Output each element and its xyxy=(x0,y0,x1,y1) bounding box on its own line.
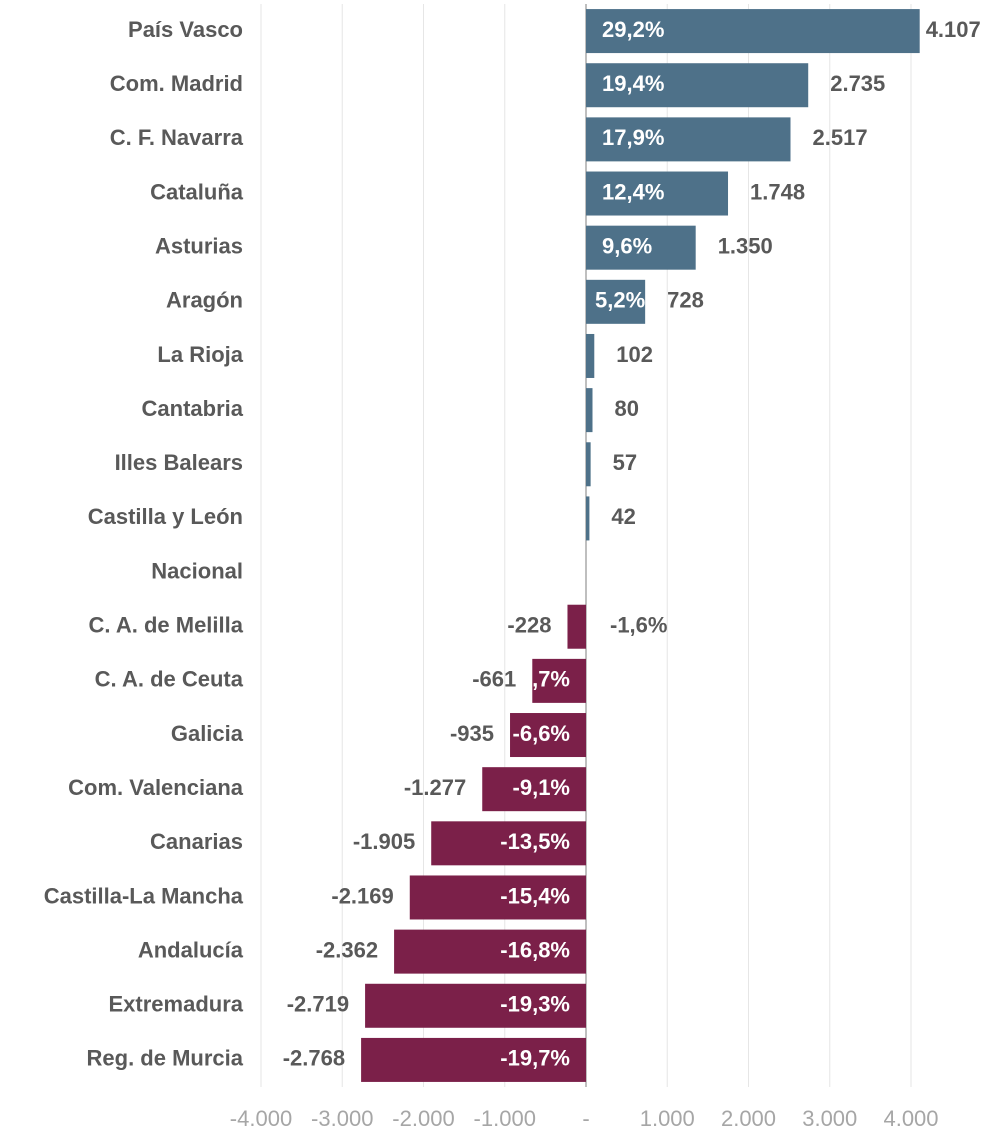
bar xyxy=(394,929,586,974)
bar xyxy=(586,388,593,433)
x-tick-label: 4.000 xyxy=(883,1106,938,1131)
value-label: 2.735 xyxy=(830,71,885,96)
category-label: Andalucía xyxy=(138,937,244,962)
value-label: -935 xyxy=(450,721,494,746)
category-label: Aragón xyxy=(166,288,243,313)
x-tick-label: -2.000 xyxy=(392,1106,454,1131)
bar xyxy=(586,9,920,54)
x-tick-label: -1.000 xyxy=(474,1106,536,1131)
value-label: -2.169 xyxy=(331,883,393,908)
category-label: Cantabria xyxy=(142,396,244,421)
bar xyxy=(532,658,586,703)
value-label: 57 xyxy=(613,450,637,475)
category-label: Com. Valenciana xyxy=(68,775,244,800)
category-label: Castilla y León xyxy=(88,504,243,529)
value-label: -228 xyxy=(507,613,551,638)
value-label: 2.517 xyxy=(813,125,868,150)
x-tick-label: 1.000 xyxy=(640,1106,695,1131)
bar xyxy=(586,171,729,216)
value-label: -2.768 xyxy=(283,1046,345,1071)
percent-label: -9,1% xyxy=(513,775,570,800)
category-label: Asturias xyxy=(155,233,243,258)
value-label: -2.719 xyxy=(287,992,349,1017)
x-tick-label: -4.000 xyxy=(230,1106,292,1131)
bar xyxy=(586,63,809,108)
category-label: Nacional xyxy=(151,558,243,583)
percent-label: -15,4% xyxy=(500,883,570,908)
bar xyxy=(586,333,595,378)
bar xyxy=(482,767,586,812)
bar xyxy=(586,117,791,162)
value-label: 1.748 xyxy=(750,179,805,204)
category-label: C. A. de Ceuta xyxy=(95,667,244,692)
percent-label: -19,3% xyxy=(500,992,570,1017)
percent-label: 19,4% xyxy=(602,71,664,96)
category-label: C. F. Navarra xyxy=(110,125,244,150)
category-label: Galicia xyxy=(171,721,244,746)
value-label: -2.362 xyxy=(316,937,378,962)
bar xyxy=(586,496,590,541)
percent-label: 5,2% xyxy=(595,288,645,313)
category-label: País Vasco xyxy=(128,17,243,42)
percent-label: -6,6% xyxy=(513,721,570,746)
percent-label: -1,6% xyxy=(610,613,667,638)
category-label: Extremadura xyxy=(108,992,243,1017)
value-label: 42 xyxy=(611,504,635,529)
category-label: Cataluña xyxy=(150,179,244,204)
bar xyxy=(510,713,586,758)
value-label: 1.350 xyxy=(718,233,773,258)
bar xyxy=(431,821,586,866)
percent-label: -13,5% xyxy=(500,829,570,854)
x-tick-label: 2.000 xyxy=(721,1106,776,1131)
x-tick-label: 3.000 xyxy=(802,1106,857,1131)
category-label: Com. Madrid xyxy=(110,71,243,96)
bar xyxy=(365,983,586,1028)
category-label: C. A. de Melilla xyxy=(89,613,244,638)
percent-label: -4,7% xyxy=(513,667,570,692)
bar xyxy=(586,225,696,270)
bar xyxy=(586,279,646,324)
bar xyxy=(567,604,586,649)
category-label: Reg. de Murcia xyxy=(87,1046,244,1071)
category-label: Canarias xyxy=(150,829,243,854)
value-label: 4.107 xyxy=(926,17,981,42)
bar xyxy=(361,1037,586,1082)
x-tick-label: -3.000 xyxy=(311,1106,373,1131)
value-label: 102 xyxy=(616,342,653,367)
value-label: 80 xyxy=(615,396,639,421)
percent-label: 9,6% xyxy=(602,233,652,258)
value-label: -661 xyxy=(472,667,516,692)
x-tick-label: - xyxy=(582,1106,589,1131)
bar xyxy=(409,875,586,920)
value-label: -1.277 xyxy=(404,775,466,800)
percent-label: 12,4% xyxy=(602,179,664,204)
category-label: Castilla-La Mancha xyxy=(44,883,244,908)
category-label: Illes Balears xyxy=(115,450,243,475)
percent-label: 29,2% xyxy=(602,17,664,42)
value-label: 728 xyxy=(667,288,704,313)
percent-label: -16,8% xyxy=(500,937,570,962)
bar xyxy=(586,442,591,487)
value-label: -1.905 xyxy=(353,829,415,854)
percent-label: 17,9% xyxy=(602,125,664,150)
category-label: La Rioja xyxy=(157,342,243,367)
percent-label: -19,7% xyxy=(500,1046,570,1071)
